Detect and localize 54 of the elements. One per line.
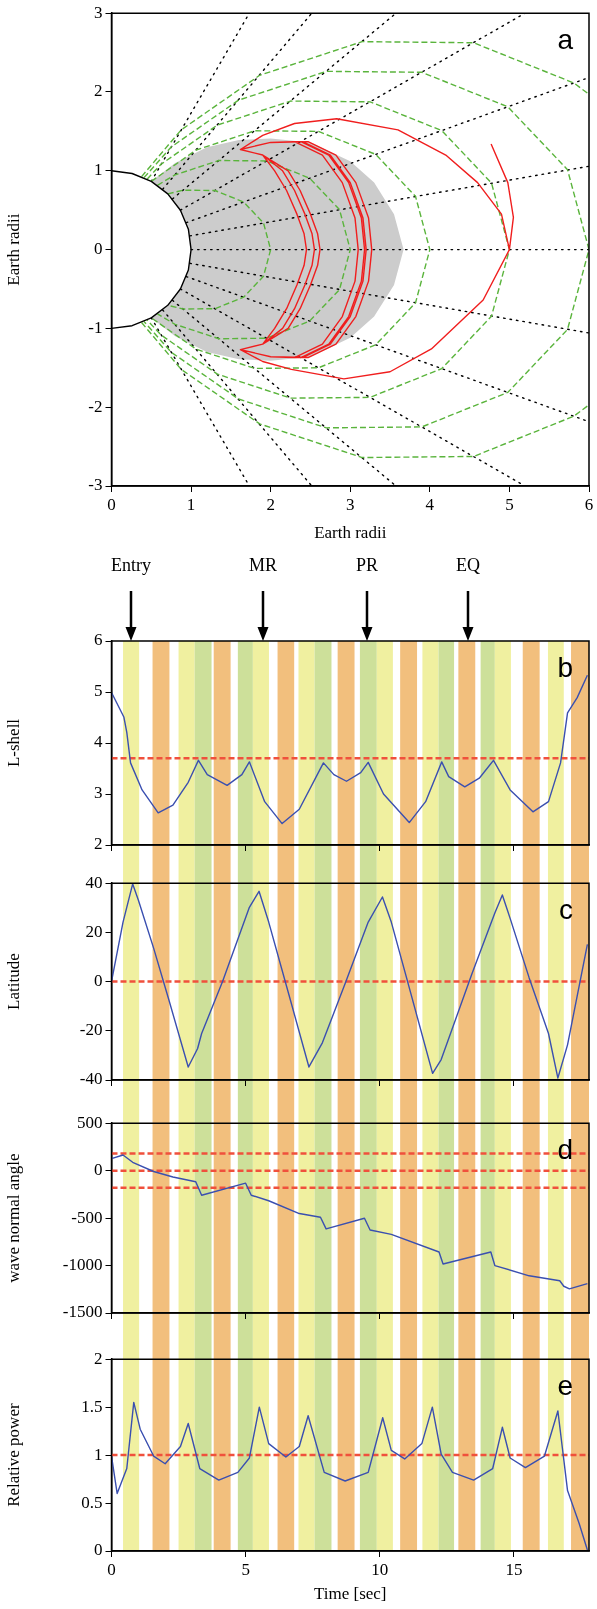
y-tick-label: 40 — [85, 872, 103, 892]
x-tick-label: 0 — [107, 494, 116, 514]
y-tick-label: 0 — [94, 1160, 103, 1180]
y-axis-title: Earth radii — [3, 213, 23, 286]
y-axis-title: L-shell — [3, 718, 23, 768]
x-tick-label: 0 — [107, 1559, 116, 1579]
x-tick-label: 1 — [186, 494, 196, 514]
y-tick-label: 6 — [94, 630, 103, 650]
y-tick-label: -3 — [88, 475, 103, 495]
x-tick-label: 6 — [584, 494, 594, 514]
y-tick-label: 1.5 — [81, 1396, 103, 1416]
x-axis-title: Time [sec] — [313, 1584, 387, 1604]
y-tick-label: -500 — [71, 1207, 103, 1227]
y-axis-title: wave normal angle — [3, 1153, 23, 1283]
text: Entry — [111, 555, 151, 575]
y-tick-label: 1 — [94, 160, 103, 180]
annotation: a — [557, 23, 574, 55]
y-tick-label: 500 — [77, 1112, 103, 1132]
x-tick-label: 15 — [505, 1559, 523, 1579]
y-tick-label: -40 — [79, 1069, 103, 1089]
y-tick-label: 20 — [85, 921, 103, 941]
x-axis-title: Earth radii — [314, 523, 387, 543]
y-tick-label: 2 — [94, 1348, 103, 1368]
x-tick-label: 4 — [425, 494, 435, 514]
x-tick-label: 5 — [505, 494, 514, 514]
y-tick-label: 4 — [94, 732, 103, 752]
y-tick-label: 2 — [94, 81, 103, 101]
y-tick-label: 0 — [94, 239, 103, 259]
y-tick-label: 0 — [94, 971, 103, 991]
y-tick-label: -1500 — [62, 1302, 103, 1322]
y-tick-label: 1 — [94, 1444, 103, 1464]
y-tick-label: 3 — [94, 2, 103, 22]
x-tick-label: 2 — [266, 494, 275, 514]
x-tick-label: 5 — [241, 1559, 250, 1579]
y-axis-title: Relative power — [3, 1403, 23, 1507]
y-tick-label: -2 — [88, 396, 103, 416]
text: EQ — [456, 555, 480, 575]
annotation: e — [557, 1369, 573, 1401]
text: PR — [355, 555, 379, 575]
y-tick-label: 2 — [94, 834, 103, 854]
annotation: c — [559, 893, 573, 925]
y-tick-label: -1 — [88, 317, 103, 337]
x-tick-label: 10 — [371, 1559, 389, 1579]
y-tick-label: 3 — [94, 783, 103, 803]
y-tick-label: -1000 — [62, 1255, 103, 1275]
annotation: b — [557, 651, 573, 683]
y-tick-label: 0 — [94, 1540, 103, 1560]
text: MR — [248, 555, 278, 575]
x-tick-label: 3 — [346, 494, 355, 514]
y-tick-label: -20 — [79, 1020, 103, 1040]
y-axis-title: Latitude — [3, 953, 23, 1010]
annotation: d — [557, 1133, 573, 1165]
y-tick-label: 5 — [94, 681, 103, 701]
y-tick-label: 0.5 — [81, 1492, 103, 1512]
